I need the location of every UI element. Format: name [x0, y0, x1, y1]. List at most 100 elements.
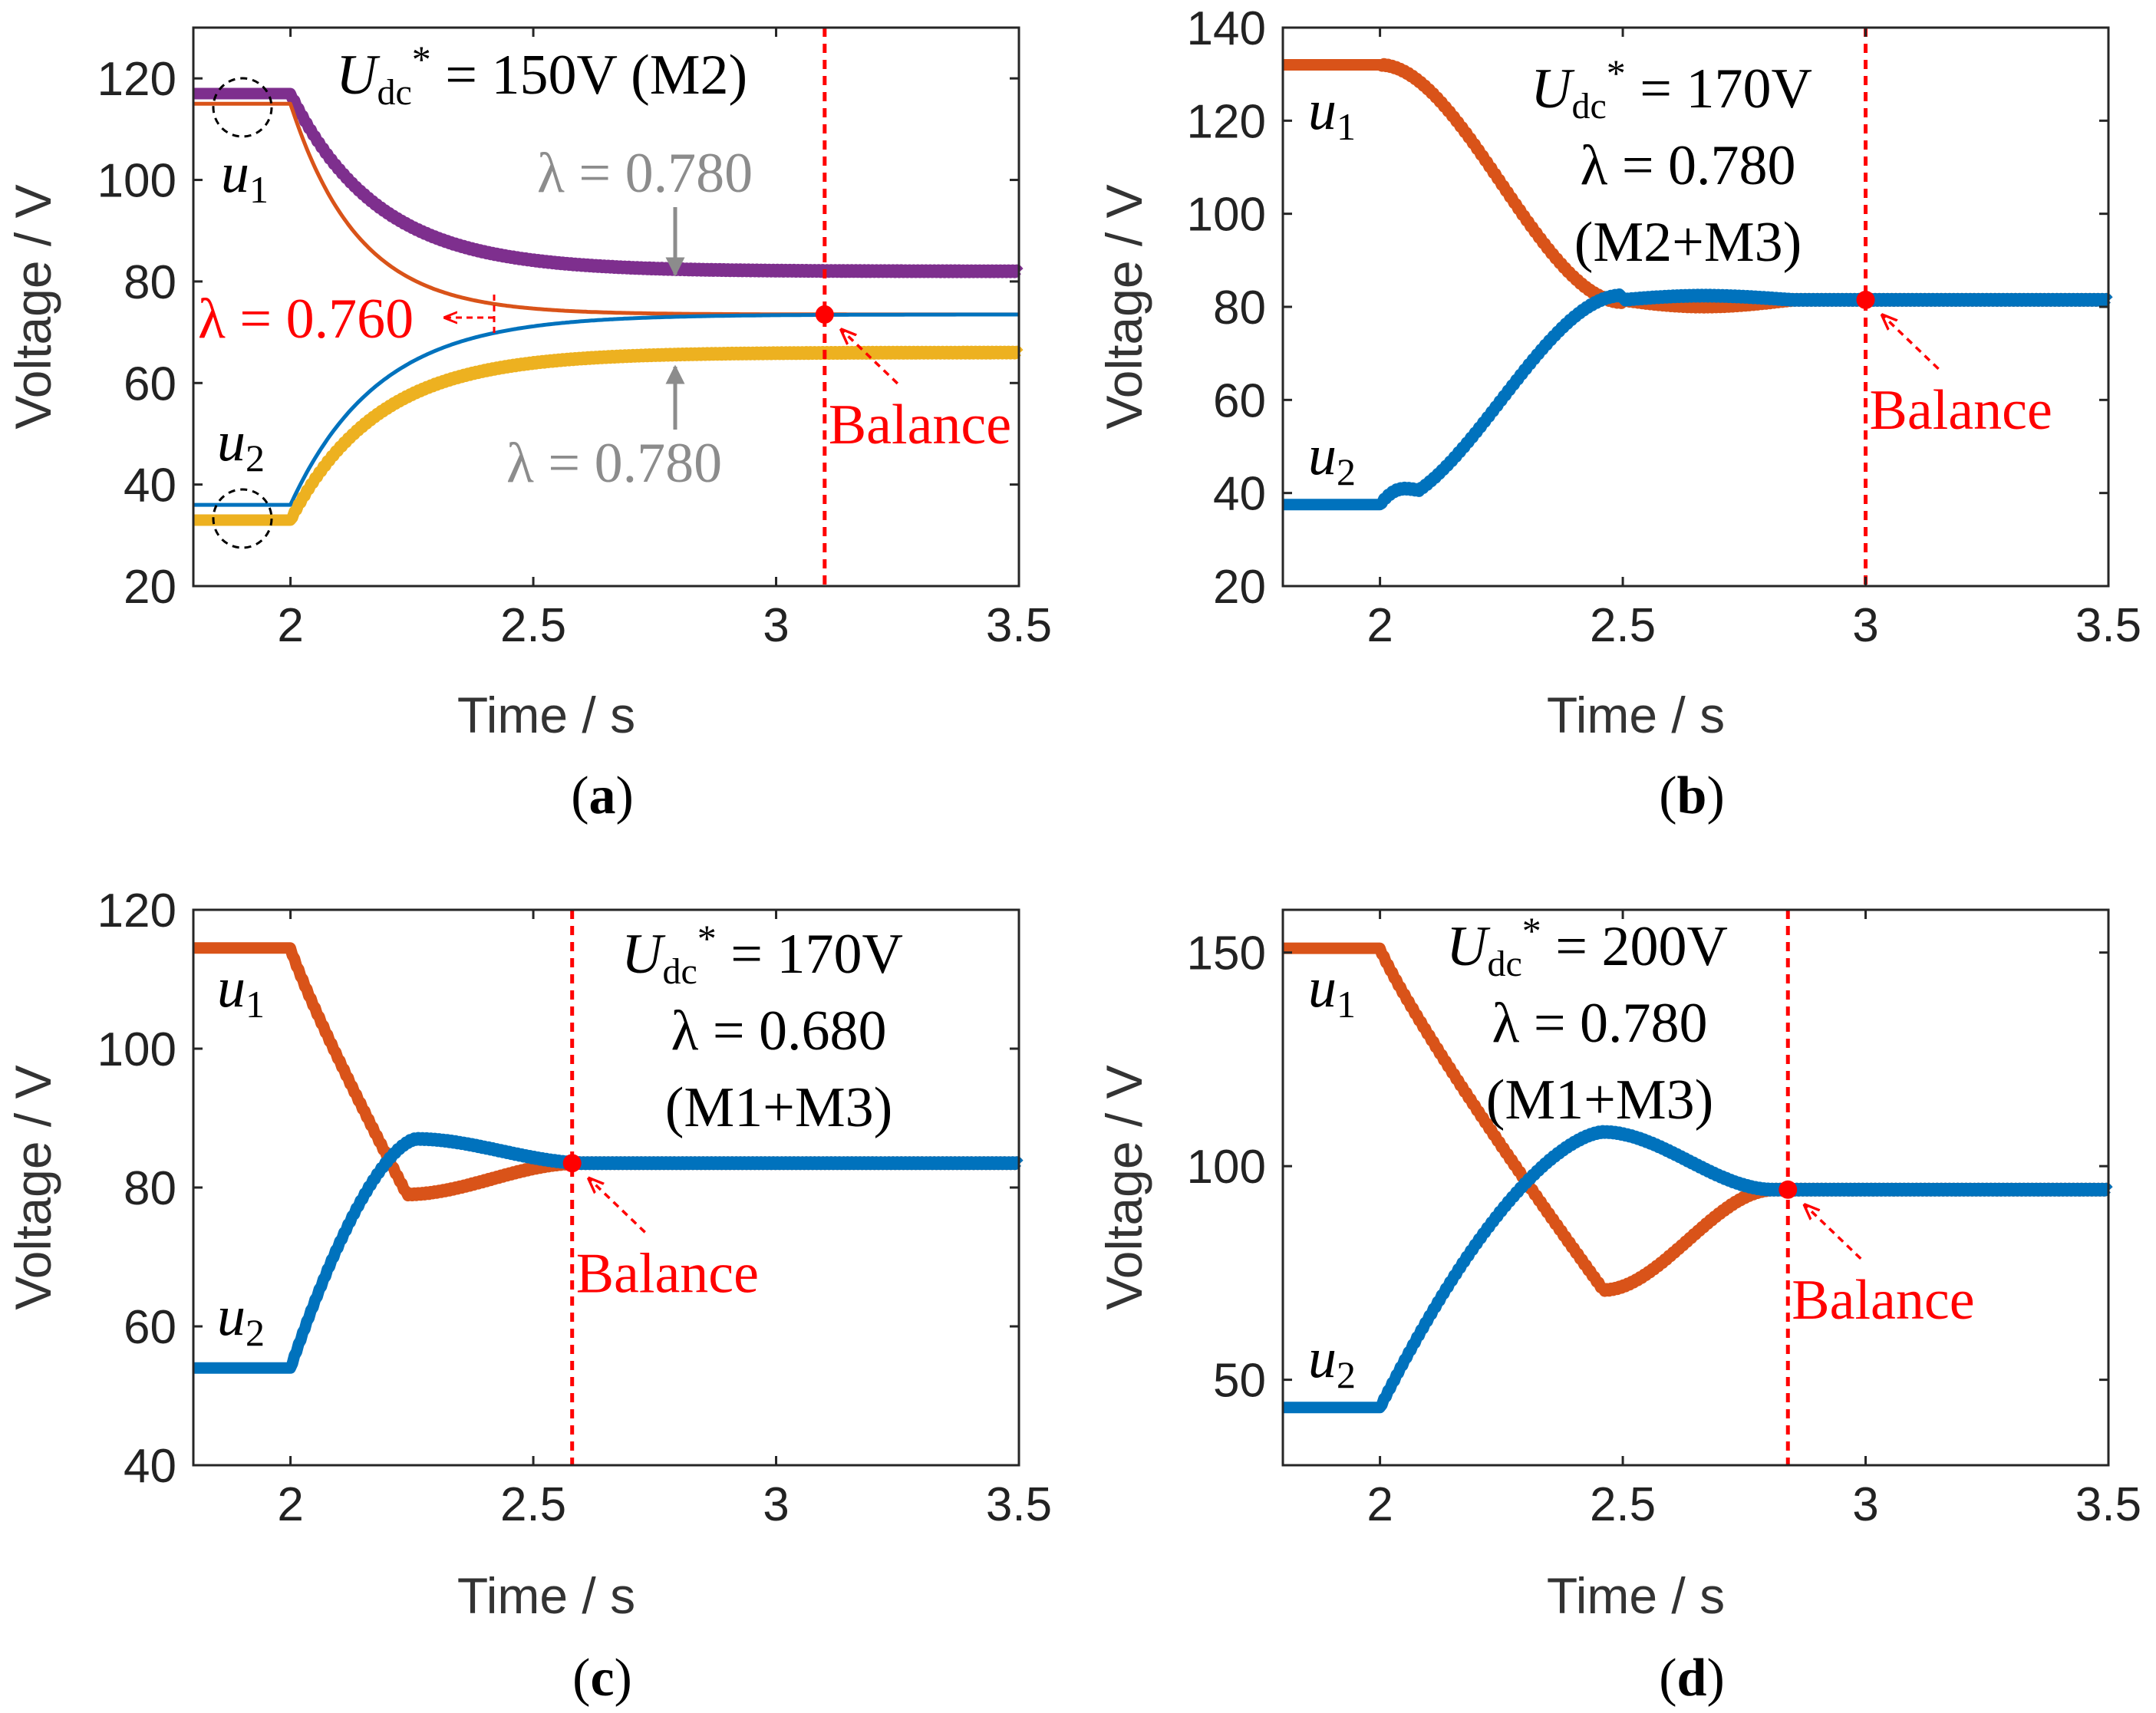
panel-b-ylabel: Voltage / V	[1096, 184, 1152, 429]
panel-a-ytick-label: 20	[124, 561, 176, 614]
panel-d-xtick-label: 3.5	[2075, 1478, 2141, 1531]
panel-c-ytick-label: 120	[97, 885, 176, 937]
panel-a-ytick-label: 80	[124, 256, 176, 309]
panel-c-series: Balance	[190, 910, 1024, 1465]
panel-d-balance-point	[1779, 1180, 1798, 1199]
panel-c-balance-arrow	[589, 1178, 646, 1234]
panel-b-xtick-label: 3	[1852, 599, 1878, 652]
panel-c-udc-label: Udc* = 170V	[621, 917, 903, 992]
panel-c-caption: (c)	[572, 1649, 632, 1708]
panel-c-ylabel: Voltage / V	[5, 1065, 61, 1309]
panel-c-u1-label: u1	[217, 957, 265, 1026]
panel-d-ytick-label: 50	[1213, 1355, 1266, 1408]
panel-b-xtick-label: 3.5	[2075, 599, 2141, 652]
panel-a-balance-arrow	[842, 330, 899, 385]
panel-c-balance-point	[562, 1154, 582, 1173]
panel-b-ytick-label: 120	[1187, 95, 1266, 148]
panel-a-xlabel: Time / s	[457, 687, 635, 743]
panel-b-udc-label: Udc* = 170V	[1531, 51, 1812, 127]
panel-d-xlabel: Time / s	[1547, 1567, 1725, 1624]
panel-d-ytick-label: 100	[1187, 1141, 1266, 1194]
panel-a-ylabel: Voltage / V	[5, 184, 61, 429]
panel-b: Balance 2 2.5 3 3.5 20 40 60 80 100 120 140 Time /…	[1096, 2, 2141, 825]
panel-c-balance-label: Balance	[576, 1242, 759, 1305]
panel-a-balance-label: Balance	[829, 394, 1011, 456]
panel-b-u1-label: u1	[1308, 79, 1356, 148]
panel-b-xtick-label: 2.5	[1590, 599, 1656, 652]
panel-d-xtick-label: 2	[1366, 1478, 1393, 1531]
panel-a-ytick-label: 100	[97, 155, 176, 208]
panel-c-ytick-label: 60	[124, 1301, 176, 1354]
panel-b-ytick-label: 40	[1213, 468, 1266, 521]
panel-b-caption: (b)	[1659, 766, 1725, 825]
panel-c-mode-label: (M1+M3)	[665, 1076, 893, 1139]
panel-a-series: Balance	[190, 28, 1024, 586]
panel-a-axes-box	[192, 26, 1020, 588]
panel-a-ticks: 2 2.5 3 3.5 20 40 60 80 100 120	[97, 28, 1052, 652]
panel-c: Balance 2 2.5 3 3.5 40 60 80 100 120 Time / s Vo…	[5, 885, 1052, 1708]
panel-b-xlabel: Time / s	[1547, 687, 1725, 743]
panel-d-caption: (d)	[1659, 1649, 1725, 1708]
panel-b-u2-label: u2	[1308, 424, 1356, 493]
panel-d-balance-label: Balance	[1792, 1269, 1974, 1332]
panel-d-ylabel: Voltage / V	[1096, 1065, 1152, 1309]
panel-b-ytick-label: 100	[1187, 189, 1266, 242]
panel-a-xtick-label: 2	[277, 599, 303, 652]
panel-b-xtick-label: 2	[1366, 599, 1393, 652]
panel-d-mode-label: (M1+M3)	[1486, 1069, 1714, 1132]
panel-d-axes-box	[1281, 908, 2110, 1467]
panel-b-ticks: 2 2.5 3 3.5 20 40 60 80 100 120 140	[1187, 2, 2142, 652]
panel-d: Balance 2 2.5 3 3.5 50 100 150 Time / s Voltag…	[1096, 908, 2141, 1708]
panel-b-series: Balance	[1279, 28, 2113, 586]
panel-d-xtick-label: 3	[1852, 1478, 1878, 1531]
panel-d-series: Balance	[1279, 910, 2113, 1465]
panel-a-u1-highlight-circle	[212, 77, 273, 138]
panel-a-u1-label: u1	[221, 142, 269, 211]
panel-d-ytick-label: 150	[1187, 927, 1266, 980]
panel-a-xtick-label: 3.5	[986, 599, 1052, 652]
panel-b-mode-label: (M2+M3)	[1574, 211, 1802, 274]
panel-b-balance-label: Balance	[1870, 379, 2052, 442]
panel-a-u2-highlight-circle	[212, 488, 273, 549]
panel-c-axes-box	[192, 908, 1020, 1467]
panel-d-xtick-label: 2.5	[1590, 1478, 1656, 1531]
panel-c-ytick-label: 40	[124, 1440, 176, 1493]
panel-b-balance-arrow	[1883, 315, 1940, 371]
panel-a-lambda-red: λ = 0.760	[198, 288, 414, 351]
panel-a-series-4-line	[190, 345, 1024, 526]
panel-d-balance-arrow	[1805, 1205, 1862, 1260]
panel-c-ticks: 2 2.5 3 3.5 40 60 80 100 120	[97, 885, 1053, 1531]
panel-c-series-2-line	[190, 1132, 1024, 1374]
panel-c-lambda-label: λ = 0.680	[671, 1000, 886, 1062]
panel-a-lambda-lower: λ = 0.780	[506, 432, 722, 495]
panel-c-xtick-label: 3	[763, 1478, 789, 1531]
panel-c-xtick-label: 3.5	[986, 1478, 1052, 1531]
panel-a-ytick-label: 60	[124, 357, 176, 410]
panel-b-ytick-label: 140	[1187, 2, 1266, 55]
panel-d-u1-label: u1	[1308, 957, 1356, 1026]
panel-b-lambda-label: λ = 0.780	[1580, 134, 1795, 197]
panel-a-caption: (a)	[571, 766, 634, 825]
panel-b-series-2-line	[1279, 288, 2113, 511]
panel-d-udc-label: Udc* = 200V	[1446, 909, 1728, 984]
panel-b-balance-point	[1856, 290, 1875, 309]
panel-d-series-2-line	[1279, 1125, 2113, 1414]
panel-b-ytick-label: 20	[1213, 561, 1266, 614]
panel-d-lambda-label: λ = 0.780	[1492, 992, 1707, 1055]
panel-a-u2-label: u2	[217, 410, 265, 479]
panel-a-balance-point	[815, 305, 834, 324]
panel-a-lambda-upper: λ = 0.780	[537, 142, 753, 205]
panel-c-xlabel: Time / s	[457, 1567, 635, 1624]
panel-a-udc-label: Udc* = 150V (M2)	[336, 38, 747, 113]
panel-c-ytick-label: 100	[97, 1023, 176, 1076]
panel-a-series-1-line	[190, 87, 1024, 278]
panel-b-ytick-label: 60	[1213, 374, 1266, 427]
panel-a-xtick-label: 2.5	[500, 599, 566, 652]
panel-a-ytick-label: 120	[97, 53, 176, 106]
panel-a-xtick-label: 3	[763, 599, 789, 652]
panel-d-ticks: 2 2.5 3 3.5 50 100 150	[1187, 910, 2141, 1531]
panel-b-ytick-label: 80	[1213, 282, 1266, 334]
panel-c-u2-label: u2	[217, 1285, 265, 1354]
